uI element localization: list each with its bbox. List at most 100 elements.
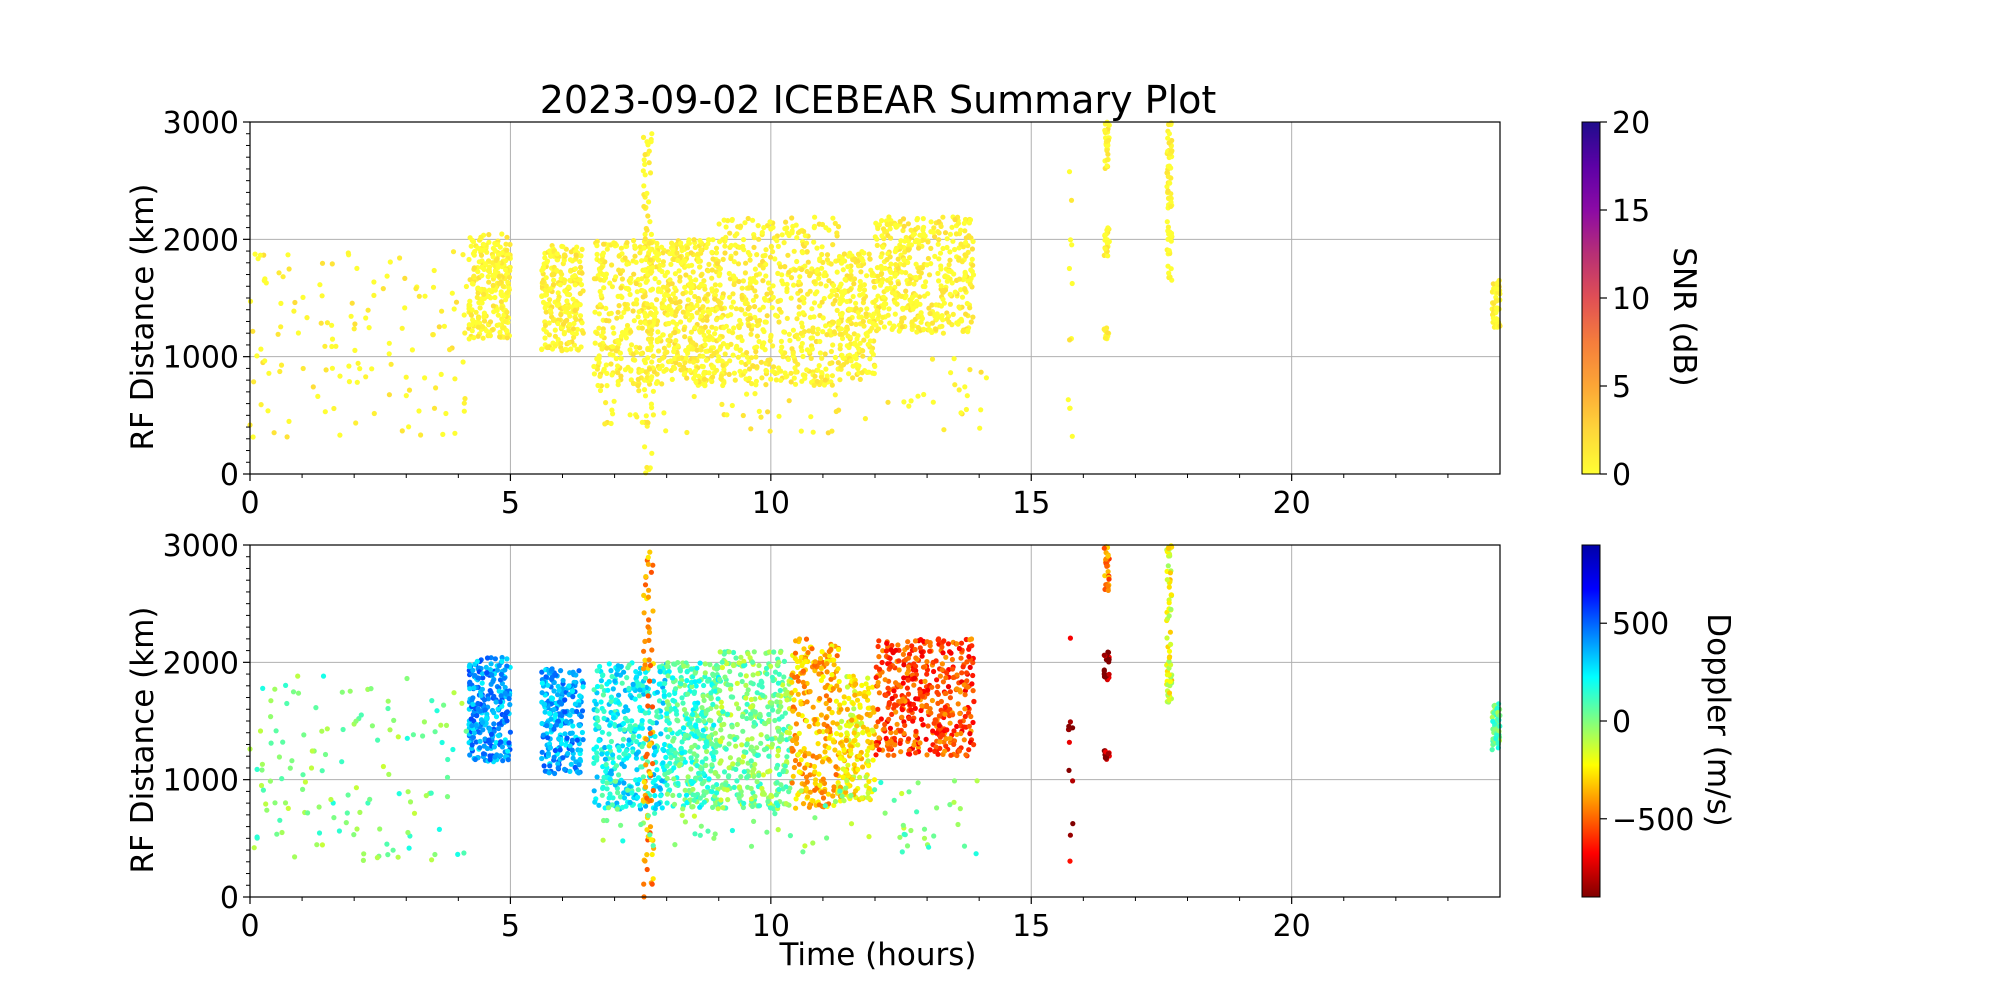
doppler-panel-point (796, 730, 802, 737)
snr-panel-point (759, 229, 765, 236)
snr-panel-point (568, 346, 574, 352)
snr-panel-point (467, 277, 473, 283)
doppler-panel-point (734, 721, 740, 728)
snr-panel-point (776, 306, 783, 312)
snr-panel-point (618, 373, 624, 379)
snr-panel-point (468, 243, 474, 249)
snr-panel-point (641, 245, 647, 251)
doppler-panel-point (664, 663, 670, 669)
snr-panel-point (675, 257, 681, 263)
snr-panel-point (796, 304, 802, 310)
snr-panel-point (647, 319, 653, 325)
doppler-panel-point (750, 659, 756, 665)
snr-panel-point (861, 323, 867, 329)
snr-panel-point (903, 305, 910, 311)
snr-panel-point (771, 364, 777, 370)
snr-panel-point (713, 326, 719, 332)
snr-panel-point (543, 275, 549, 281)
doppler-panel-point (567, 743, 573, 749)
snr-panel-point (713, 288, 720, 294)
snr-panel-point (363, 374, 369, 380)
doppler-panel-point (642, 710, 648, 716)
snr-panel-point (630, 351, 636, 357)
snr-panel-point (319, 293, 325, 299)
snr-panel-point (631, 238, 637, 244)
doppler-panel-point (865, 675, 871, 681)
snr-panel-point (667, 296, 673, 303)
snr-panel-point (678, 319, 684, 325)
snr-panel-point (880, 244, 886, 250)
doppler-panel-point (681, 663, 687, 669)
snr-panel-point (552, 327, 558, 333)
snr-panel-point (753, 378, 760, 384)
doppler-panel-point (543, 674, 549, 680)
snr-panel-point (772, 256, 778, 262)
snr-panel-point (735, 224, 741, 230)
doppler-panel-point (852, 692, 858, 698)
snr-panel-point (914, 329, 920, 335)
snr-panel-point (322, 343, 328, 349)
snr-panel-point (649, 359, 655, 365)
doppler-panel-point (699, 781, 705, 787)
snr-panel-point (666, 342, 672, 348)
snr-panel-point (915, 393, 921, 399)
doppler-panel-point (756, 682, 762, 688)
snr-panel-point (735, 261, 742, 267)
doppler-panel-point (544, 723, 550, 729)
snr-panel-point (453, 299, 460, 305)
doppler-panel-point (670, 697, 676, 704)
doppler-panel-point (496, 725, 502, 732)
doppler-panel-point (820, 674, 826, 680)
doppler-panel-point (740, 728, 746, 734)
doppler-panel-point (750, 748, 756, 754)
doppler-panel-point (637, 670, 643, 676)
snr-panel-point (746, 375, 753, 381)
snr-panel-point (745, 215, 751, 222)
doppler-panel-point (807, 789, 813, 795)
doppler-panel-point (596, 738, 602, 744)
snr-panel-point (748, 315, 754, 321)
snr-panel-point (834, 269, 840, 275)
snr-panel-point (661, 304, 667, 310)
snr-panel-point (1493, 286, 1499, 292)
snr-panel-point (543, 309, 549, 315)
snr-panel-point (818, 281, 824, 287)
doppler-panel-point (574, 737, 580, 743)
snr-panel-point (487, 264, 493, 270)
snr-panel-point (539, 346, 545, 352)
snr-panel-point (940, 214, 946, 220)
doppler-panel-point (484, 715, 490, 721)
snr-panel-point (639, 258, 645, 264)
snr-panel-point (775, 270, 781, 276)
doppler-panel-point (558, 668, 564, 674)
doppler-panel-point (480, 751, 487, 757)
snr-panel-point (744, 350, 750, 356)
snr-panel-point (905, 221, 912, 227)
snr-panel-point (879, 233, 885, 239)
snr-panel-point (932, 253, 938, 259)
snr-panel-point (898, 238, 904, 244)
snr-panel-point (263, 280, 269, 286)
snr-panel-point (884, 257, 890, 263)
snr-panel-point (542, 322, 549, 328)
snr-panel-point (694, 310, 700, 316)
doppler-panel-point (578, 713, 585, 720)
doppler-panel-point (467, 752, 473, 758)
snr-panel-point (767, 338, 773, 344)
snr-panel-point (304, 315, 310, 321)
snr-panel-point (818, 374, 825, 380)
doppler-panel-point (697, 660, 703, 666)
snr-panel-point (947, 231, 954, 237)
snr-panel-point (875, 273, 881, 279)
doppler-panel-point (619, 743, 626, 749)
snr-panel-point (759, 344, 765, 350)
doppler-panel-point (819, 759, 826, 765)
snr-panel-point (837, 377, 843, 383)
snr-panel-point (561, 304, 567, 311)
doppler-panel-point (801, 684, 808, 690)
snr-panel-point (950, 311, 956, 317)
snr-panel-point (763, 273, 769, 279)
snr-panel-point (689, 346, 696, 352)
snr-panel-point (1104, 237, 1110, 243)
snr-panel-point (739, 295, 745, 301)
